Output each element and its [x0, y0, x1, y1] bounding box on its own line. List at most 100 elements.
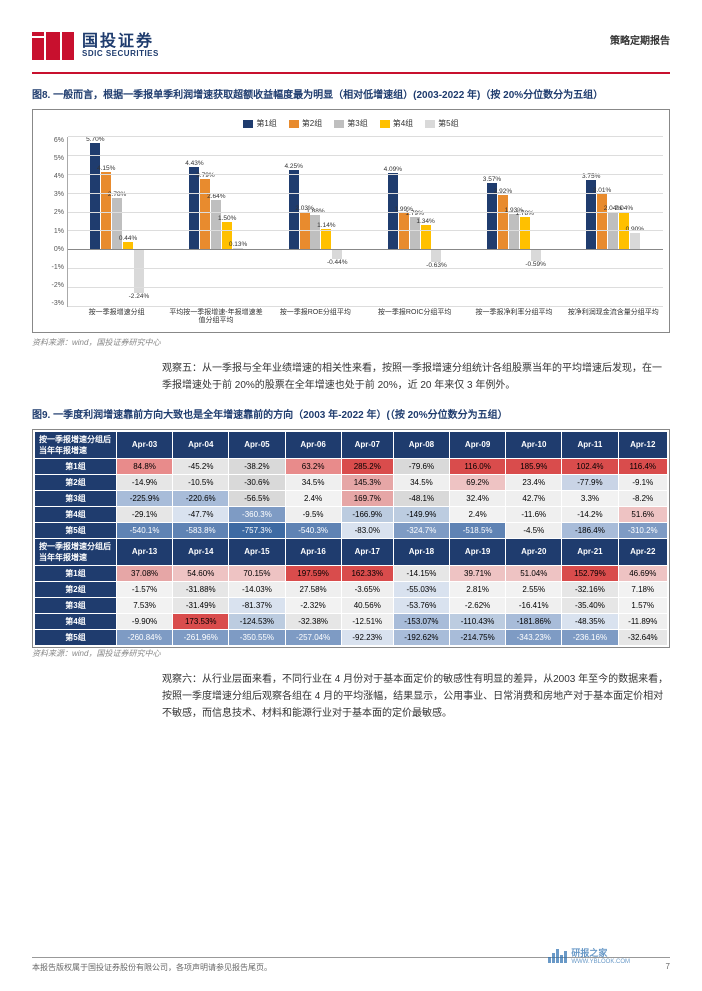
table-cell: -2.62% [450, 597, 506, 613]
table-cell: -360.3% [229, 506, 285, 522]
table-cell: -31.88% [173, 581, 229, 597]
legend-item: 第4组 [380, 118, 413, 129]
bar: 2.78% [112, 198, 122, 251]
page-header: 国投证券 SDIC SECURITIES 策略定期报告 [32, 28, 670, 64]
bar: 4.43% [189, 167, 199, 251]
table-col-header: Apr-05 [229, 431, 285, 458]
watermark-icon [548, 949, 567, 963]
table-cell: 7.18% [618, 581, 667, 597]
xaxis-label: 按一季报ROIC分组平均 [365, 307, 464, 328]
bar-value-label: 1.34% [416, 218, 434, 225]
table-cell: -79.6% [393, 458, 449, 474]
bar-group: 4.43%3.79%2.64%1.50%0.13% [167, 137, 266, 307]
bar: -0.59% [531, 250, 541, 261]
table-cell: 169.7% [341, 490, 393, 506]
observation-6: 观察六：从行业层面来看，不同行业在 4 月份对于基本面定价的敏感性有明显的差异，… [162, 671, 670, 722]
xaxis-label: 按一季报增速分组 [67, 307, 166, 328]
table-cell: -192.62% [393, 629, 449, 645]
table-cell: -518.5% [450, 522, 506, 538]
table-cell: -260.84% [117, 629, 173, 645]
fig8-xaxis: 按一季报增速分组平均按一季报增速-年报增速差值分组平均按一季报ROE分组平均按一… [67, 307, 663, 328]
table-cell: -214.75% [450, 629, 506, 645]
header-rule [32, 72, 670, 74]
table-cell: 70.15% [229, 565, 285, 581]
table-col-header: Apr-07 [341, 431, 393, 458]
table-cell: -32.38% [285, 613, 341, 629]
table-cell: 34.5% [393, 474, 449, 490]
table-cell: -8.2% [618, 490, 667, 506]
table-cell: 116.4% [618, 458, 667, 474]
table-cell: 32.4% [450, 490, 506, 506]
table-cell: -166.9% [341, 506, 393, 522]
table-cell: 152.79% [562, 565, 618, 581]
bar: 5.70% [90, 143, 100, 251]
bar-value-label: 4.15% [97, 165, 115, 172]
bar-group: 3.57%2.92%1.93%1.78%-0.59% [465, 137, 564, 307]
table-cell: 40.56% [341, 597, 393, 613]
observation-5: 观察五：从一季报与全年业绩增速的相关性来看，按照一季报增速分组统计各组股票当年的… [162, 360, 670, 394]
table-col-header: Apr-17 [341, 538, 393, 565]
bar-group: 5.70%4.15% 2.78%0.44% -2.24% [68, 137, 167, 307]
table-row-header: 第1组 [35, 565, 117, 581]
page-footer: 本报告版权属于国投证券股份有限公司，各项声明请参见报告尾页。 7 研报之家 WW… [32, 957, 670, 973]
table-cell: -77.9% [562, 474, 618, 490]
bar-value-label: 2.64% [207, 193, 225, 200]
table-cell: -55.03% [393, 581, 449, 597]
table-cell: 7.53% [117, 597, 173, 613]
logo-text-en: SDIC SECURITIES [82, 50, 159, 59]
bar: 2.64% [211, 200, 221, 250]
bar: 3.79% [200, 179, 210, 251]
table-cell: -110.43% [450, 613, 506, 629]
legend-item: 第2组 [289, 118, 322, 129]
table-section-header: 按一季报增速分组后当年年报增速 [35, 431, 117, 458]
table-cell: 69.2% [450, 474, 506, 490]
bar-value-label: 0.44% [119, 235, 137, 242]
table-cell: -236.16% [562, 629, 618, 645]
table-cell: 23.4% [506, 474, 562, 490]
table-cell: -92.23% [341, 629, 393, 645]
table-cell: 51.04% [506, 565, 562, 581]
table-cell: -324.7% [393, 522, 449, 538]
table-row-header: 第4组 [35, 613, 117, 629]
bar-group: 4.25%2.03%1.88%1.14%-0.44% [266, 137, 365, 307]
table-row-header: 第5组 [35, 522, 117, 538]
table-cell: -31.49% [173, 597, 229, 613]
bar: -0.63% [431, 250, 441, 262]
logo-mark [32, 28, 76, 64]
table-cell: -29.1% [117, 506, 173, 522]
table-cell: 54.60% [173, 565, 229, 581]
table-cell: -48.35% [562, 613, 618, 629]
table-row-header: 第4组 [35, 506, 117, 522]
table-cell: -9.5% [285, 506, 341, 522]
table-section-header: 按一季报增速分组后当年年报增速 [35, 538, 117, 565]
bar: 1.14% [321, 229, 331, 251]
table-cell: -2.32% [285, 597, 341, 613]
fig8-title: 图8. 一般而言，根据一季报单季利润增速获取超额收益幅度最为明显（相对低增速组）… [32, 88, 670, 103]
table-cell: -83.0% [341, 522, 393, 538]
table-cell: -56.5% [229, 490, 285, 506]
table-cell: 42.7% [506, 490, 562, 506]
table-col-header: Apr-12 [618, 431, 667, 458]
table-cell: 162.33% [341, 565, 393, 581]
table-cell: -540.1% [117, 522, 173, 538]
table-cell: -14.15% [393, 565, 449, 581]
table-cell: -11.6% [506, 506, 562, 522]
table-col-header: Apr-15 [229, 538, 285, 565]
table-cell: -16.41% [506, 597, 562, 613]
doc-type: 策略定期报告 [610, 32, 670, 47]
table-cell: -220.6% [173, 490, 229, 506]
bar-value-label: -2.24% [129, 293, 150, 300]
table-col-header: Apr-10 [506, 431, 562, 458]
xaxis-label: 按一季报ROE分组平均 [266, 307, 365, 328]
fig8-yaxis: 6%5%4%3%2%1%0%-1%-2%-3% [39, 137, 67, 307]
bar-value-label: -0.44% [327, 259, 348, 266]
table-col-header: Apr-08 [393, 431, 449, 458]
bar: 3.01% [597, 194, 607, 251]
table-row-header: 第3组 [35, 490, 117, 506]
legend-item: 第3组 [334, 118, 367, 129]
table-cell: -153.07% [393, 613, 449, 629]
table-row-header: 第3组 [35, 597, 117, 613]
table-cell: 285.2% [341, 458, 393, 474]
table-cell: -45.2% [173, 458, 229, 474]
table-col-header: Apr-13 [117, 538, 173, 565]
